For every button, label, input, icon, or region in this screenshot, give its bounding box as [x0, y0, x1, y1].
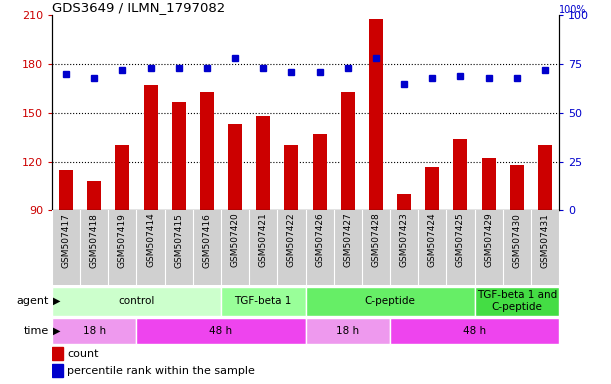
Text: GSM507426: GSM507426 — [315, 213, 324, 267]
Bar — [228, 124, 242, 210]
Bar — [52, 286, 221, 316]
Text: control: control — [119, 296, 155, 306]
Text: GSM507421: GSM507421 — [258, 213, 268, 267]
Bar — [397, 194, 411, 210]
Text: GDS3649 / ILMN_1797082: GDS3649 / ILMN_1797082 — [52, 1, 225, 14]
Text: 18 h: 18 h — [336, 326, 359, 336]
Bar — [59, 170, 73, 210]
Bar — [538, 146, 552, 210]
Bar — [425, 167, 439, 210]
Text: GSM507417: GSM507417 — [62, 213, 70, 268]
Text: TGF-beta 1: TGF-beta 1 — [235, 296, 292, 306]
Text: agent: agent — [16, 296, 49, 306]
Bar — [256, 116, 270, 210]
Bar — [136, 318, 306, 344]
Text: GSM507415: GSM507415 — [174, 213, 183, 268]
Text: GSM507428: GSM507428 — [371, 213, 381, 267]
Text: GSM507418: GSM507418 — [90, 213, 99, 268]
Bar — [306, 286, 475, 316]
Bar — [510, 165, 524, 210]
Text: ▶: ▶ — [53, 296, 60, 306]
Text: count: count — [67, 349, 98, 359]
Bar — [52, 318, 136, 344]
Text: 100%: 100% — [559, 5, 587, 15]
Text: GSM507427: GSM507427 — [343, 213, 353, 267]
Text: GSM507414: GSM507414 — [146, 213, 155, 267]
Text: 48 h: 48 h — [463, 326, 486, 336]
Text: GSM507416: GSM507416 — [202, 213, 211, 268]
Text: GSM507424: GSM507424 — [428, 213, 437, 267]
Text: GSM507430: GSM507430 — [512, 213, 521, 268]
Bar — [481, 159, 496, 210]
Bar — [341, 92, 355, 210]
Text: GSM507429: GSM507429 — [484, 213, 493, 267]
Text: time: time — [24, 326, 49, 336]
Bar — [144, 85, 158, 210]
Bar — [87, 181, 101, 210]
Bar — [390, 318, 559, 344]
Text: GSM507431: GSM507431 — [541, 213, 549, 268]
Bar — [453, 139, 467, 210]
Text: C-peptide: C-peptide — [365, 296, 415, 306]
Bar — [221, 286, 306, 316]
Text: GSM507425: GSM507425 — [456, 213, 465, 267]
Bar — [284, 146, 298, 210]
Text: GSM507423: GSM507423 — [400, 213, 409, 267]
Bar — [475, 286, 559, 316]
Bar — [369, 18, 383, 210]
Bar — [306, 318, 390, 344]
Text: 48 h: 48 h — [210, 326, 233, 336]
Bar — [172, 101, 186, 210]
Text: ▶: ▶ — [53, 326, 60, 336]
Text: GSM507422: GSM507422 — [287, 213, 296, 267]
Text: 18 h: 18 h — [82, 326, 106, 336]
Text: GSM507420: GSM507420 — [230, 213, 240, 267]
Text: percentile rank within the sample: percentile rank within the sample — [67, 366, 255, 376]
Bar — [200, 92, 214, 210]
Text: GSM507419: GSM507419 — [118, 213, 127, 268]
Bar — [52, 364, 63, 377]
Text: TGF-beta 1 and
C-peptide: TGF-beta 1 and C-peptide — [477, 290, 557, 312]
Bar — [115, 146, 130, 210]
Bar — [313, 134, 327, 210]
Bar — [52, 347, 63, 360]
